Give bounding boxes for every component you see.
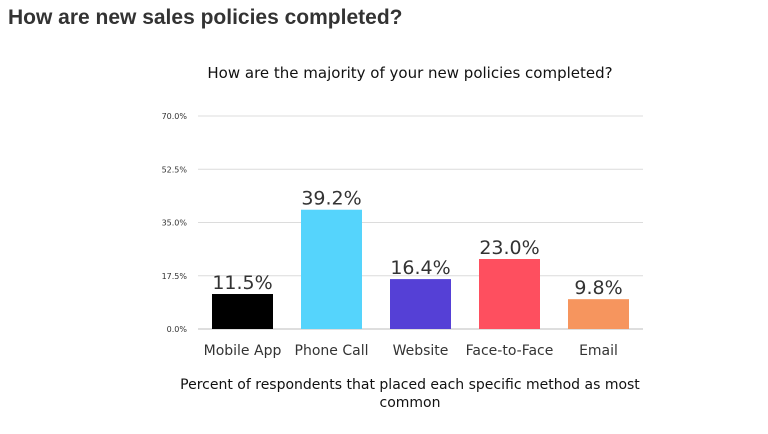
bar [479,259,540,329]
bar [568,299,629,329]
x-tick-label: Website [393,343,449,359]
data-label: 16.4% [390,257,450,279]
y-tick-label: 35.0% [162,219,188,228]
y-tick-label: 0.0% [167,325,188,334]
y-tick-label: 70.0% [162,112,188,121]
data-label: 9.8% [574,277,622,299]
data-label: 23.0% [479,237,539,259]
page-heading: How are new sales policies completed? [8,6,403,29]
x-tick-label: Mobile App [204,343,282,359]
x-axis-caption: Percent of respondents that placed each … [180,377,640,411]
bar [390,279,451,329]
bar [212,294,273,329]
bar [301,209,362,329]
data-label: 39.2% [301,188,361,210]
x-tick-label: Face-to-Face [466,343,554,359]
y-tick-label: 17.5% [162,272,188,281]
chart-title: How are the majority of your new policie… [207,64,613,82]
data-label: 11.5% [212,272,272,294]
y-tick-label: 52.5% [162,165,188,174]
x-tick-label: Phone Call [295,343,369,359]
x-tick-label: Email [579,343,618,359]
